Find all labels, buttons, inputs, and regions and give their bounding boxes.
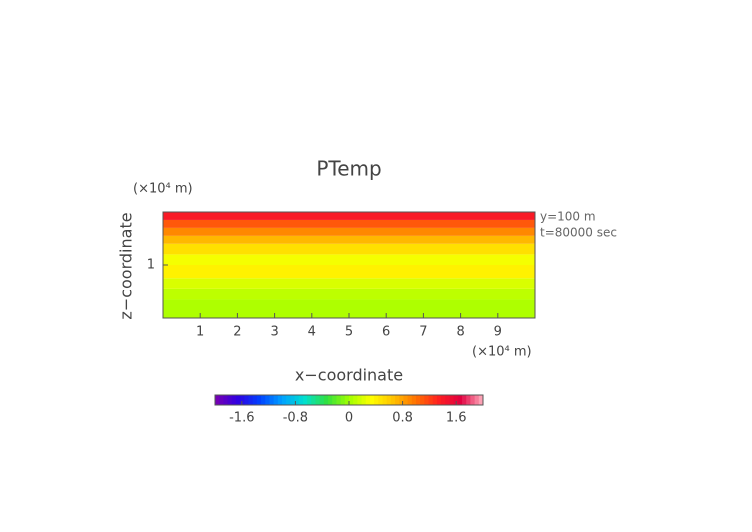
x-tick-label: 3 xyxy=(270,325,278,340)
colorbar-cell xyxy=(478,395,484,405)
contour-band xyxy=(163,254,535,265)
colorbar-cell xyxy=(386,395,392,405)
colorbar-cell xyxy=(453,395,459,405)
colorbar-cell xyxy=(269,395,275,405)
colorbar-cell xyxy=(244,395,249,405)
colorbar-cell xyxy=(374,395,379,405)
colorbar-cell xyxy=(215,395,220,405)
colorbar-cell xyxy=(277,395,283,405)
y-unit: (×10⁴ m) xyxy=(133,182,193,197)
colorbar-cell xyxy=(357,395,363,405)
colorbar-cell xyxy=(395,395,400,405)
x-tick-label: 4 xyxy=(308,325,316,340)
colorbar-cell xyxy=(240,395,245,405)
colorbar-cell xyxy=(261,395,266,405)
colorbar-cell xyxy=(323,395,329,405)
colorbar-cell xyxy=(307,395,312,405)
colorbar-cell xyxy=(432,395,438,405)
y-axis-label: z−coordinate xyxy=(117,212,136,319)
x-tick-label: 1 xyxy=(196,325,204,340)
colorbar-cell xyxy=(328,395,333,405)
colorbar-cell xyxy=(294,395,300,405)
colorbar-cell xyxy=(424,395,430,405)
colorbar-cell xyxy=(474,395,480,405)
contour-band xyxy=(163,219,535,228)
colorbar-cell xyxy=(428,395,434,405)
colorbar-cell xyxy=(302,395,308,405)
colorbar-cell xyxy=(349,395,354,405)
colorbar-cell xyxy=(441,395,446,405)
contour-band xyxy=(163,299,535,318)
colorbar-cell xyxy=(273,395,279,405)
colorbar-cell xyxy=(462,395,467,405)
colorbar-cell xyxy=(252,395,258,405)
colorbar-tick-label: 0.8 xyxy=(392,411,413,426)
colorbar-cell xyxy=(420,395,425,405)
contour-band xyxy=(163,212,535,220)
colorbar-cell xyxy=(407,395,413,405)
x-axis-label: x−coordinate xyxy=(295,366,403,385)
colorbar-cell xyxy=(382,395,388,405)
colorbar-cell xyxy=(340,395,346,405)
chart-title: PTemp xyxy=(316,157,381,181)
x-tick-label: 5 xyxy=(345,325,353,340)
x-tick-label: 7 xyxy=(419,325,427,340)
contour-band xyxy=(163,243,535,255)
colorbar-cell xyxy=(403,395,409,405)
colorbar-cell xyxy=(411,395,417,405)
contour-band xyxy=(163,235,535,244)
annotation: y=100 m xyxy=(540,210,596,224)
contour-band xyxy=(163,278,535,289)
colorbar-tick-label: 1.6 xyxy=(446,411,467,426)
colorbar-cell xyxy=(353,395,358,405)
colorbar-cell xyxy=(248,395,254,405)
colorbar-cell xyxy=(298,395,304,405)
colorbar-cell xyxy=(445,395,450,405)
colorbar-cell xyxy=(416,395,421,405)
colorbar-cell xyxy=(256,395,262,405)
colorbar-cell xyxy=(290,395,296,405)
colorbar-cell xyxy=(365,395,371,405)
colorbar-cell xyxy=(470,395,476,405)
colorbar-cell xyxy=(361,395,367,405)
colorbar-cell xyxy=(282,395,287,405)
colorbar-cell xyxy=(265,395,270,405)
colorbar-cell xyxy=(227,395,233,405)
colorbar-cell xyxy=(344,395,350,405)
colorbar-cell xyxy=(315,395,321,405)
colorbar-cell xyxy=(231,395,237,405)
x-tick-label: 8 xyxy=(456,325,464,340)
colorbar-cell xyxy=(466,395,471,405)
colorbar-cell xyxy=(399,395,404,405)
colorbar-cell xyxy=(369,395,375,405)
colorbar-cell xyxy=(223,395,229,405)
contour-band xyxy=(163,227,535,236)
contour-band xyxy=(163,265,535,279)
colorbar-cell xyxy=(436,395,442,405)
colorbar-cell xyxy=(457,395,463,405)
x-tick-label: 9 xyxy=(494,325,502,340)
colorbar-tick-label: -1.6 xyxy=(229,411,254,426)
colorbar-cell xyxy=(235,395,241,405)
colorbar-tick-label: 0 xyxy=(345,411,353,426)
annotation: t=80000 sec xyxy=(540,226,617,240)
x-tick-label: 2 xyxy=(233,325,241,340)
colorbar-tick-label: -0.8 xyxy=(283,411,308,426)
colorbar-cell xyxy=(286,395,291,405)
colorbar-cell xyxy=(378,395,383,405)
colorbar-cell xyxy=(311,395,316,405)
colorbar-cell xyxy=(390,395,396,405)
colorbar-cell xyxy=(332,395,337,405)
x-unit: (×10⁴ m) xyxy=(472,345,532,360)
colorbar-cell xyxy=(336,395,342,405)
colorbar-cell xyxy=(219,395,224,405)
contour-band xyxy=(163,288,535,300)
colorbar-cell xyxy=(319,395,325,405)
y-tick-label: 1 xyxy=(147,258,155,273)
x-tick-label: 6 xyxy=(382,325,390,340)
colorbar-cell xyxy=(449,395,455,405)
